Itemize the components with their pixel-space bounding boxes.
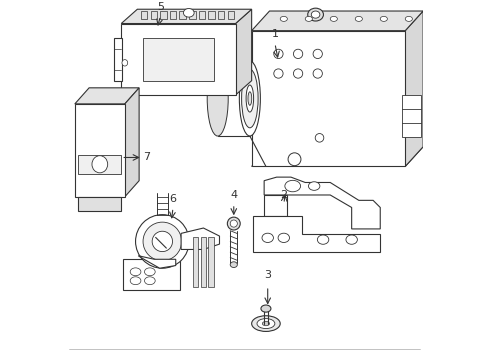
Ellipse shape xyxy=(144,277,155,285)
Ellipse shape xyxy=(287,153,300,166)
Ellipse shape xyxy=(230,220,237,227)
Ellipse shape xyxy=(251,316,280,332)
Polygon shape xyxy=(264,195,287,216)
Ellipse shape xyxy=(293,69,302,78)
Bar xyxy=(150,11,157,19)
Ellipse shape xyxy=(308,182,319,190)
Polygon shape xyxy=(235,9,251,95)
Ellipse shape xyxy=(144,268,155,276)
Ellipse shape xyxy=(261,305,270,312)
Bar xyxy=(198,11,205,19)
Ellipse shape xyxy=(92,156,107,173)
Bar xyxy=(141,11,147,19)
Ellipse shape xyxy=(143,222,181,261)
Polygon shape xyxy=(264,177,380,229)
Ellipse shape xyxy=(329,16,337,21)
Ellipse shape xyxy=(207,61,228,136)
Bar xyxy=(200,237,206,287)
Text: 7: 7 xyxy=(142,153,149,162)
Ellipse shape xyxy=(312,49,322,59)
Bar xyxy=(192,237,198,287)
Bar xyxy=(169,11,176,19)
Bar xyxy=(189,11,195,19)
Polygon shape xyxy=(121,9,251,23)
Ellipse shape xyxy=(257,319,274,329)
Ellipse shape xyxy=(122,60,127,66)
Ellipse shape xyxy=(273,49,283,59)
Bar xyxy=(401,95,421,138)
Ellipse shape xyxy=(280,16,287,21)
Text: 3: 3 xyxy=(264,270,271,280)
Ellipse shape xyxy=(317,235,328,244)
Ellipse shape xyxy=(311,11,319,18)
Bar xyxy=(78,197,121,211)
Polygon shape xyxy=(75,88,139,104)
Bar xyxy=(227,11,234,19)
Ellipse shape xyxy=(354,16,362,21)
Ellipse shape xyxy=(273,69,283,78)
Polygon shape xyxy=(123,259,180,290)
Ellipse shape xyxy=(130,277,141,285)
Text: 4: 4 xyxy=(230,190,237,200)
Bar xyxy=(179,11,185,19)
Ellipse shape xyxy=(405,16,411,21)
Ellipse shape xyxy=(135,215,189,268)
Ellipse shape xyxy=(307,8,323,21)
Ellipse shape xyxy=(312,69,322,78)
Polygon shape xyxy=(181,228,219,249)
Bar xyxy=(121,23,235,95)
Bar xyxy=(142,38,214,81)
Ellipse shape xyxy=(262,233,273,243)
Ellipse shape xyxy=(345,235,357,244)
Polygon shape xyxy=(78,155,121,174)
Polygon shape xyxy=(138,256,175,268)
Polygon shape xyxy=(251,147,422,166)
Bar xyxy=(208,11,214,19)
Text: 1: 1 xyxy=(271,29,278,39)
Bar xyxy=(160,11,166,19)
Bar xyxy=(114,38,122,81)
Ellipse shape xyxy=(293,49,302,59)
Ellipse shape xyxy=(315,134,323,142)
Text: 6: 6 xyxy=(169,194,176,203)
Ellipse shape xyxy=(380,16,386,21)
Text: 5: 5 xyxy=(157,2,163,12)
Ellipse shape xyxy=(241,69,258,128)
Ellipse shape xyxy=(245,85,253,112)
Text: 2: 2 xyxy=(280,190,287,200)
Ellipse shape xyxy=(152,231,172,252)
Ellipse shape xyxy=(305,16,312,21)
Ellipse shape xyxy=(239,61,260,136)
Bar xyxy=(75,104,124,197)
Polygon shape xyxy=(405,11,422,166)
Bar xyxy=(208,237,214,287)
Ellipse shape xyxy=(285,180,300,192)
Polygon shape xyxy=(253,216,380,252)
Polygon shape xyxy=(124,88,139,197)
Ellipse shape xyxy=(227,217,240,230)
Ellipse shape xyxy=(183,9,194,17)
Polygon shape xyxy=(251,11,422,31)
Ellipse shape xyxy=(247,92,251,105)
Bar xyxy=(218,11,224,19)
Ellipse shape xyxy=(230,262,237,267)
Bar xyxy=(251,31,405,166)
Ellipse shape xyxy=(130,268,141,276)
Ellipse shape xyxy=(262,321,269,326)
Ellipse shape xyxy=(278,233,289,243)
